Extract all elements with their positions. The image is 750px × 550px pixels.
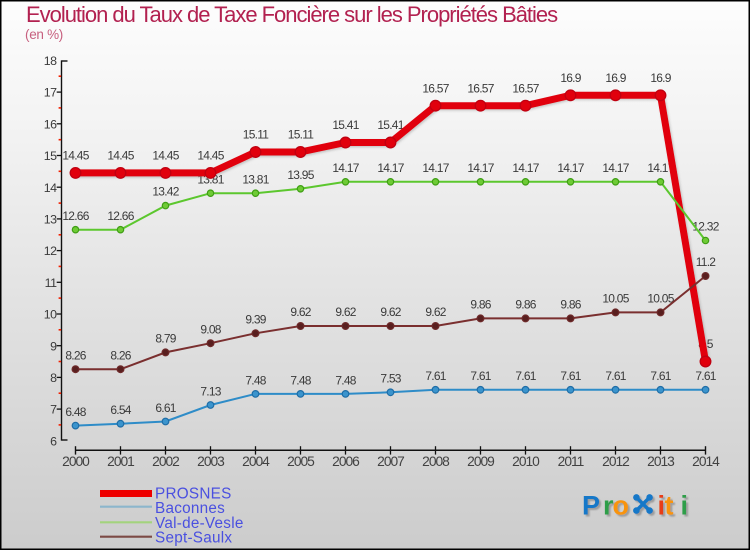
svg-text:2005: 2005 (287, 454, 315, 469)
svg-text:7: 7 (50, 403, 57, 417)
svg-text:2007: 2007 (377, 454, 404, 469)
svg-text:8.26: 8.26 (65, 348, 86, 362)
svg-text:12.32: 12.32 (692, 220, 719, 234)
svg-text:18: 18 (44, 54, 57, 68)
svg-text:9.62: 9.62 (290, 305, 311, 319)
svg-text:2009: 2009 (467, 454, 495, 469)
svg-text:7.53: 7.53 (380, 372, 401, 386)
svg-text:10.05: 10.05 (602, 292, 629, 306)
svg-text:7.61: 7.61 (605, 369, 626, 383)
svg-text:17: 17 (44, 86, 57, 100)
svg-text:2003: 2003 (197, 454, 225, 469)
svg-text:14.17: 14.17 (332, 161, 359, 175)
svg-text:Baconnes: Baconnes (155, 500, 225, 517)
svg-text:14.17: 14.17 (377, 161, 404, 175)
svg-text:15.11: 15.11 (288, 128, 314, 142)
svg-text:9: 9 (50, 339, 57, 353)
svg-text:P: P (582, 491, 600, 521)
svg-text:2013: 2013 (647, 454, 675, 469)
svg-text:7.13: 7.13 (200, 384, 221, 398)
svg-text:9.08: 9.08 (200, 322, 221, 336)
svg-text:14.17: 14.17 (512, 161, 539, 175)
svg-text:2008: 2008 (422, 454, 450, 469)
svg-text:16: 16 (44, 117, 57, 131)
svg-text:7.61: 7.61 (695, 369, 716, 383)
svg-text:7.61: 7.61 (470, 369, 491, 383)
svg-text:16.57: 16.57 (467, 81, 494, 95)
svg-text:16.9: 16.9 (560, 71, 581, 85)
svg-text:2010: 2010 (512, 454, 540, 469)
svg-text:9.86: 9.86 (515, 298, 536, 312)
svg-text:12.66: 12.66 (62, 209, 89, 223)
svg-text:2012: 2012 (602, 454, 629, 469)
svg-text:15.41: 15.41 (377, 118, 404, 132)
svg-text:12.66: 12.66 (107, 209, 134, 223)
svg-text:7.61: 7.61 (515, 369, 536, 383)
svg-text:6.54: 6.54 (110, 403, 131, 417)
svg-text:11: 11 (45, 276, 57, 290)
svg-text:2004: 2004 (242, 454, 270, 469)
svg-text:7.48: 7.48 (290, 373, 311, 387)
svg-text:9.39: 9.39 (245, 312, 266, 326)
svg-text:7.48: 7.48 (335, 373, 356, 387)
svg-text:15: 15 (44, 149, 57, 163)
svg-text:Val-de-Vesle: Val-de-Vesle (155, 515, 244, 532)
svg-text:7.61: 7.61 (650, 369, 671, 383)
svg-text:13.42: 13.42 (152, 185, 179, 199)
svg-text:8.79: 8.79 (155, 332, 176, 346)
svg-text:9.62: 9.62 (425, 305, 446, 319)
svg-text:14.45: 14.45 (62, 149, 89, 163)
svg-text:7.48: 7.48 (245, 373, 266, 387)
svg-text:14.45: 14.45 (107, 149, 134, 163)
svg-text:6: 6 (50, 434, 57, 448)
svg-text:7.61: 7.61 (560, 369, 581, 383)
svg-text:14: 14 (44, 181, 57, 195)
svg-text:16.9: 16.9 (650, 71, 671, 85)
svg-text:16.57: 16.57 (422, 81, 449, 95)
svg-text:14.17: 14.17 (422, 161, 449, 175)
svg-text:o: o (613, 491, 630, 521)
svg-text:11.2: 11.2 (696, 255, 717, 269)
svg-text:8: 8 (50, 371, 57, 385)
svg-text:12: 12 (44, 244, 57, 258)
svg-text:Sept-Saulx: Sept-Saulx (155, 530, 232, 547)
svg-text:14.17: 14.17 (602, 161, 629, 175)
svg-text:16.9: 16.9 (605, 71, 626, 85)
svg-text:2014: 2014 (692, 454, 720, 469)
svg-text:9.86: 9.86 (470, 298, 491, 312)
svg-text:i: i (681, 491, 689, 521)
svg-text:2011: 2011 (558, 454, 584, 469)
svg-text:6.61: 6.61 (155, 401, 176, 415)
svg-text:9.86: 9.86 (560, 298, 581, 312)
svg-text:10: 10 (44, 308, 57, 322)
svg-text:PROSNES: PROSNES (155, 486, 232, 503)
svg-text:15.41: 15.41 (332, 118, 359, 132)
svg-text:14.17: 14.17 (557, 161, 584, 175)
svg-text:13: 13 (44, 213, 57, 227)
svg-text:13.81: 13.81 (242, 172, 269, 186)
svg-text:2006: 2006 (332, 454, 360, 469)
svg-text:2002: 2002 (152, 454, 179, 469)
svg-text:7.61: 7.61 (425, 369, 446, 383)
svg-text:8.26: 8.26 (110, 348, 131, 362)
svg-text:13.95: 13.95 (287, 168, 314, 182)
svg-text:14.17: 14.17 (647, 161, 674, 175)
svg-text:r: r (603, 491, 614, 521)
svg-text:14.17: 14.17 (467, 161, 494, 175)
svg-text:2001: 2001 (107, 454, 134, 469)
svg-text:10.05: 10.05 (647, 292, 674, 306)
svg-text:14.45: 14.45 (152, 149, 179, 163)
svg-text:14.45: 14.45 (197, 149, 224, 163)
svg-text:15.11: 15.11 (243, 128, 269, 142)
svg-text:t: t (665, 491, 674, 521)
svg-text:2000: 2000 (62, 454, 90, 469)
svg-text:6.48: 6.48 (65, 405, 86, 419)
svg-text:i: i (658, 491, 666, 521)
svg-text:16.57: 16.57 (512, 81, 539, 95)
svg-text:9.62: 9.62 (380, 305, 401, 319)
svg-text:9.62: 9.62 (335, 305, 356, 319)
